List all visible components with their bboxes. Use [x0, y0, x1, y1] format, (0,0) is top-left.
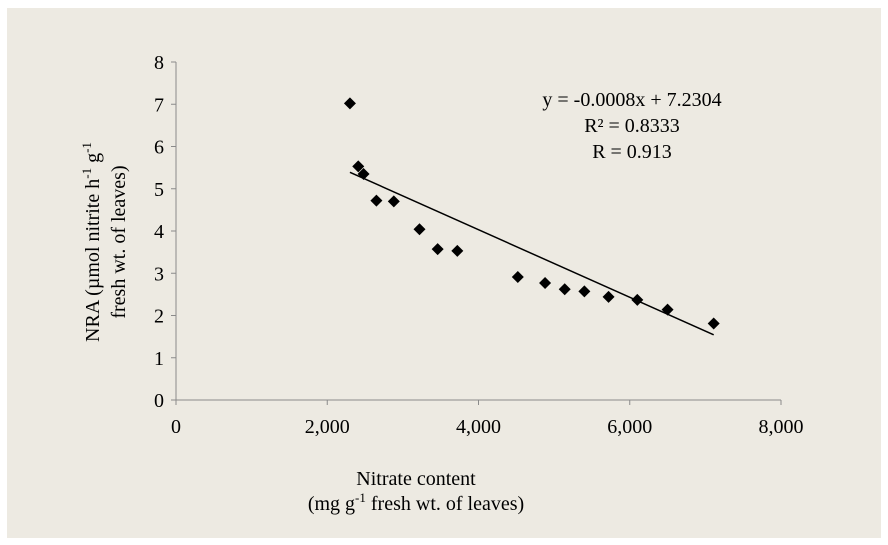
y-tick-label: 6: [154, 137, 164, 159]
trendline-group: [349, 171, 714, 336]
annotation-equation: y = -0.0008x + 7.2304: [542, 89, 721, 111]
x-tick-label: 0: [171, 416, 181, 438]
data-point: [387, 195, 400, 208]
data-point: [343, 97, 356, 110]
data-point: [413, 223, 426, 236]
data-points: [343, 97, 720, 330]
y-tick-label: 7: [154, 94, 164, 116]
data-point: [431, 243, 444, 256]
data-point: [558, 283, 571, 296]
y-tick-label: 2: [154, 306, 164, 328]
data-point: [707, 317, 720, 330]
x-tick-label: 2,000: [305, 416, 350, 438]
y-tick-label: 0: [154, 390, 164, 412]
x-axis-title: Nitrate content (mg g-1 fresh wt. of lea…: [308, 468, 524, 515]
data-point: [352, 160, 365, 173]
y-axis-title-line2: fresh wt. of leaves): [108, 165, 130, 318]
y-tick-label: 8: [154, 52, 164, 74]
data-point: [631, 293, 644, 306]
y-tick-label: 4: [154, 221, 164, 243]
chart-svg: 0 1 2 3 4 5 6 7 8 0 2,000 4,000 6,000 8,000 y = -0.0…: [79, 52, 804, 515]
x-ticks: 0 2,000 4,000 6,000 8,000: [171, 400, 804, 438]
annotation-r: R = 0.913: [592, 141, 672, 163]
data-point: [451, 244, 464, 257]
chart-frame: 0 1 2 3 4 5 6 7 8 0 2,000 4,000 6,000 8,000 y = -0.0…: [7, 8, 881, 538]
data-point: [357, 167, 370, 180]
x-tick-label: 4,000: [456, 416, 501, 438]
x-tick-label: 6,000: [607, 416, 652, 438]
y-tick-label: 5: [154, 179, 164, 201]
data-point: [602, 290, 615, 303]
y-ticks: 0 1 2 3 4 5 6 7 8: [154, 52, 176, 412]
trendline: [349, 171, 714, 336]
annotation-r-squared: R² = 0.8333: [584, 115, 680, 137]
data-point: [661, 303, 674, 316]
data-point: [578, 285, 591, 298]
y-tick-label: 1: [154, 348, 164, 370]
x-axis-title-line1: Nitrate content: [356, 468, 476, 490]
y-axis-title: NRA (µmol nitrite h-1 g-1 fresh wt. of l…: [79, 142, 130, 342]
data-point: [511, 271, 524, 284]
chart-axes: [175, 62, 781, 401]
x-axis-title-line2: (mg g-1 fresh wt. of leaves): [308, 490, 524, 515]
regression-annotation: y = -0.0008x + 7.2304 R² = 0.8333 R = 0.…: [542, 89, 721, 163]
x-tick-label: 8,000: [759, 416, 804, 438]
data-point: [539, 276, 552, 289]
y-axis-title-line1: NRA (µmol nitrite h-1 g-1: [79, 142, 104, 342]
y-tick-label: 3: [154, 263, 164, 285]
data-point: [370, 194, 383, 207]
